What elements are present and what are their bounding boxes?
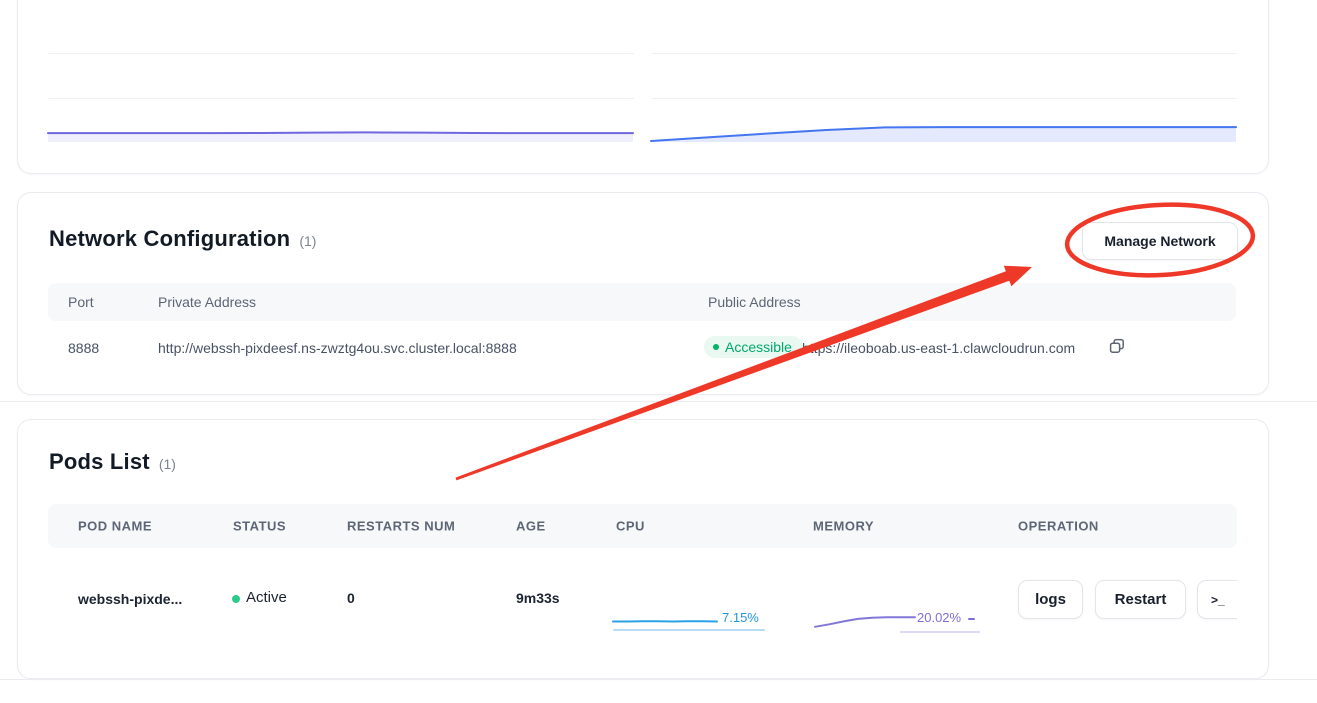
private-address-value: http://webssh-pixdeesf.ns-zwztg4ou.svc.c… bbox=[158, 340, 517, 356]
section-divider bbox=[0, 679, 1317, 680]
accessible-status-badge: Accessible bbox=[704, 336, 803, 358]
cpu-chart-baseline bbox=[613, 629, 765, 631]
active-status-dot-icon bbox=[232, 595, 240, 603]
overview-chart-right bbox=[650, 126, 1237, 142]
pods-col-age: AGE bbox=[516, 518, 546, 534]
pods-list-card bbox=[17, 419, 1269, 679]
gridline bbox=[652, 98, 1237, 99]
pods-col-operation: OPERATION bbox=[1018, 518, 1099, 534]
copy-icon bbox=[1109, 338, 1124, 353]
section-divider bbox=[0, 401, 1317, 402]
terminal-icon: >_ bbox=[1211, 592, 1225, 607]
pods-col-restarts: RESTARTS NUM bbox=[347, 518, 456, 534]
gridline bbox=[49, 53, 634, 54]
pod-restarts-value: 0 bbox=[347, 590, 355, 606]
gridline bbox=[652, 53, 1237, 54]
network-title-text: Network Configuration bbox=[49, 226, 291, 251]
pod-status-label: Active bbox=[246, 589, 287, 606]
pods-count-badge: (1) bbox=[158, 456, 176, 472]
restart-button[interactable]: Restart bbox=[1095, 580, 1186, 619]
overview-chart-left bbox=[47, 131, 634, 142]
terminal-button[interactable]: >_ bbox=[1197, 580, 1237, 619]
pods-col-name: POD NAME bbox=[78, 518, 153, 534]
network-table-header: Port Private Address Public Address bbox=[48, 283, 1236, 321]
manage-network-button[interactable]: Manage Network bbox=[1082, 222, 1238, 260]
pod-name: webssh-pixde... bbox=[78, 591, 183, 607]
public-address-link[interactable]: https://ileoboab.us-east-1.clawcloudrun.… bbox=[802, 340, 1076, 356]
pods-col-status: STATUS bbox=[233, 518, 287, 534]
port-value: 8888 bbox=[68, 340, 100, 356]
network-count-badge: (1) bbox=[299, 233, 317, 249]
pod-cpu-chart bbox=[612, 620, 718, 623]
pod-cpu-value: 7.15% bbox=[722, 610, 759, 625]
gridline bbox=[49, 98, 634, 99]
network-col-port: Port bbox=[68, 294, 94, 310]
memory-chart-tick bbox=[968, 618, 975, 620]
pod-memory-value: 20.02% bbox=[917, 610, 962, 625]
network-col-private: Private Address bbox=[158, 294, 257, 310]
pods-table-header: POD NAME STATUS RESTARTS NUM AGE CPU MEM… bbox=[48, 504, 1237, 548]
metrics-card bbox=[17, 0, 1269, 174]
memory-chart-baseline bbox=[900, 631, 980, 633]
pod-memory-chart bbox=[814, 616, 916, 628]
pods-col-cpu: CPU bbox=[616, 518, 645, 534]
copy-address-button[interactable] bbox=[1108, 337, 1126, 355]
pods-section-title: Pods List (1) bbox=[49, 449, 176, 475]
logs-button[interactable]: logs bbox=[1018, 580, 1083, 619]
status-badge-label: Accessible bbox=[725, 339, 792, 355]
pods-title-text: Pods List bbox=[49, 449, 150, 474]
pod-age-value: 9m33s bbox=[516, 590, 560, 606]
network-section-title: Network Configuration (1) bbox=[49, 226, 316, 252]
operation-buttons-group: logs Restart >_ bbox=[48, 575, 1237, 625]
network-col-public: Public Address bbox=[708, 294, 801, 310]
status-dot-icon bbox=[713, 344, 719, 350]
pods-col-memory: MEMORY bbox=[813, 518, 875, 534]
